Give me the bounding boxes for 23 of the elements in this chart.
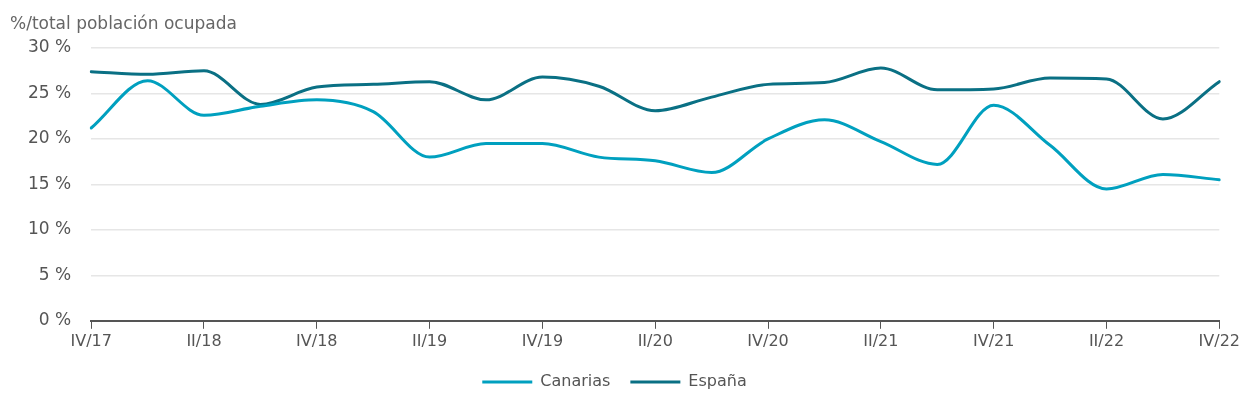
y-tick-label: 20 %: [27, 127, 72, 148]
y-tick-label: 15 %: [27, 172, 72, 193]
x-tick-label: IV/22: [1198, 330, 1240, 350]
x-tick-label: II/19: [412, 330, 448, 350]
y-axis-title: %/total población ocupada: [10, 12, 237, 33]
legend-label: Canarias: [540, 371, 611, 391]
x-tick-label: II/20: [637, 330, 673, 350]
y-tick-label: 25 %: [27, 81, 72, 102]
x-tick-label: II/21: [863, 330, 899, 350]
y-tick-label: 30 %: [27, 36, 72, 57]
y-tick-label: 10 %: [27, 218, 72, 239]
y-tick-label: 0 %: [38, 309, 72, 330]
x-tick-label: IV/18: [296, 330, 338, 350]
x-tick-label: II/22: [1088, 330, 1125, 350]
line-series: [89, 79, 1221, 191]
x-tick-label: IV/17: [70, 330, 112, 350]
x-tick-label: IV/21: [972, 330, 1015, 350]
y-tick-label: 5 %: [38, 263, 72, 284]
line-series: [89, 66, 1221, 121]
legend-label: España: [688, 371, 747, 391]
x-tick-label: II/18: [186, 330, 222, 350]
x-tick-label: IV/19: [521, 330, 564, 350]
x-tick-label: IV/20: [747, 330, 789, 350]
